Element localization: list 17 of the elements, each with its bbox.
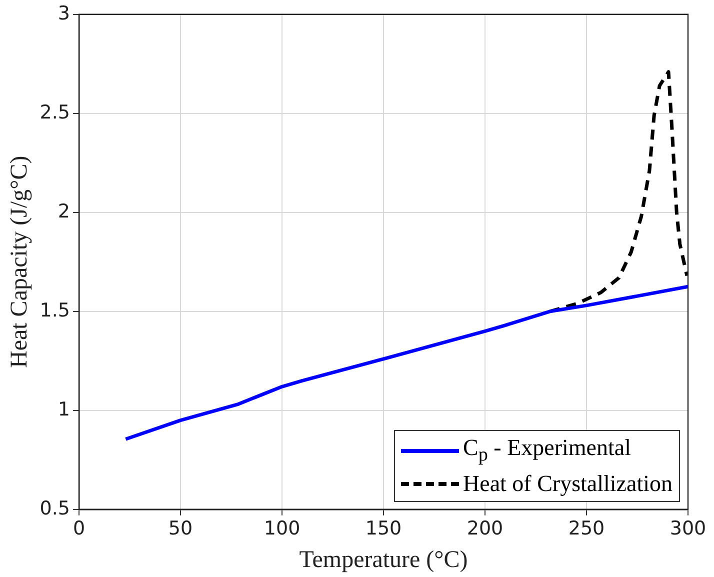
y-tick-label: 1.5 <box>40 299 70 322</box>
y-tick-label: 3 <box>58 2 70 24</box>
x-tick-label: 300 <box>670 518 706 540</box>
x-tick-label: 150 <box>365 518 402 540</box>
legend-label: C$_{p}$ - Experimental <box>463 434 631 468</box>
y-tick-label: 1 <box>58 398 70 420</box>
y-tick-label: 0.5 <box>40 497 70 520</box>
x-tick-label: 0 <box>72 518 86 540</box>
x-tick-label: 250 <box>568 518 605 540</box>
x-tick-label: 50 <box>168 518 193 540</box>
y-tick-label: 2.5 <box>40 101 70 124</box>
y-axis-title: Heat Capacity (J/g°C) <box>6 156 33 368</box>
x-tick-label: 100 <box>264 518 300 540</box>
x-axis-title: Temperature (°C) <box>299 546 468 573</box>
y-tick-label: 2 <box>58 200 70 222</box>
legend-label: Heat of Crystallization <box>463 470 672 498</box>
x-tick-label: 200 <box>466 518 504 540</box>
